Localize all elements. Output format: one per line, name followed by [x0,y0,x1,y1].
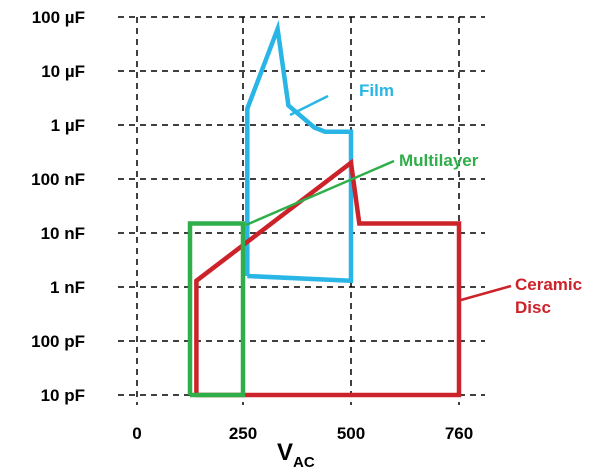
y-tick-label-100-f: 100 µF [32,8,85,27]
series-label-ceramic-disc: Ceramic Disc [515,275,582,317]
series-label-multilayer: Multilayer [399,151,479,170]
y-tick-label-1-f: 1 µF [51,116,85,135]
y-tick-label-1-nf: 1 nF [50,278,85,297]
series-outline-ceramic-disc [194,158,462,398]
leader-line-multilayer [245,159,395,227]
y-axis-ticks: 10 pF 100 pF 1 nF 10 nF 100 nF 1 µF 10 µF 100 µ… [31,8,85,405]
y-tick-label-100-pf: 100 pF [31,332,85,351]
x-axis-label: VAC [277,439,315,471]
x-tick-label-0: 0 [132,424,141,443]
series-labels: Film Ceramic Disc Multilayer [359,81,582,317]
series-outline-multilayer [187,221,246,398]
series-leader-lines [245,94,512,302]
leader-line-film [289,94,329,117]
series-label-film: Film [359,81,394,100]
y-tick-label-100-nf: 100 nF [31,170,85,189]
y-tick-label-10-f: 10 µF [41,62,85,81]
y-tick-label-10-nf: 10 nF [41,224,85,243]
x-tick-label-500: 500 [337,424,365,443]
leader-line-ceramic-disc [460,284,512,302]
series-outline-film [245,20,354,284]
series-shapes [187,20,462,398]
y-tick-label-10-pf: 10 pF [41,386,85,405]
grid [118,16,485,405]
x-axis-ticks: 0 250 500 760 [132,424,473,443]
x-tick-label-250: 250 [229,424,257,443]
x-tick-label-760: 760 [445,424,473,443]
